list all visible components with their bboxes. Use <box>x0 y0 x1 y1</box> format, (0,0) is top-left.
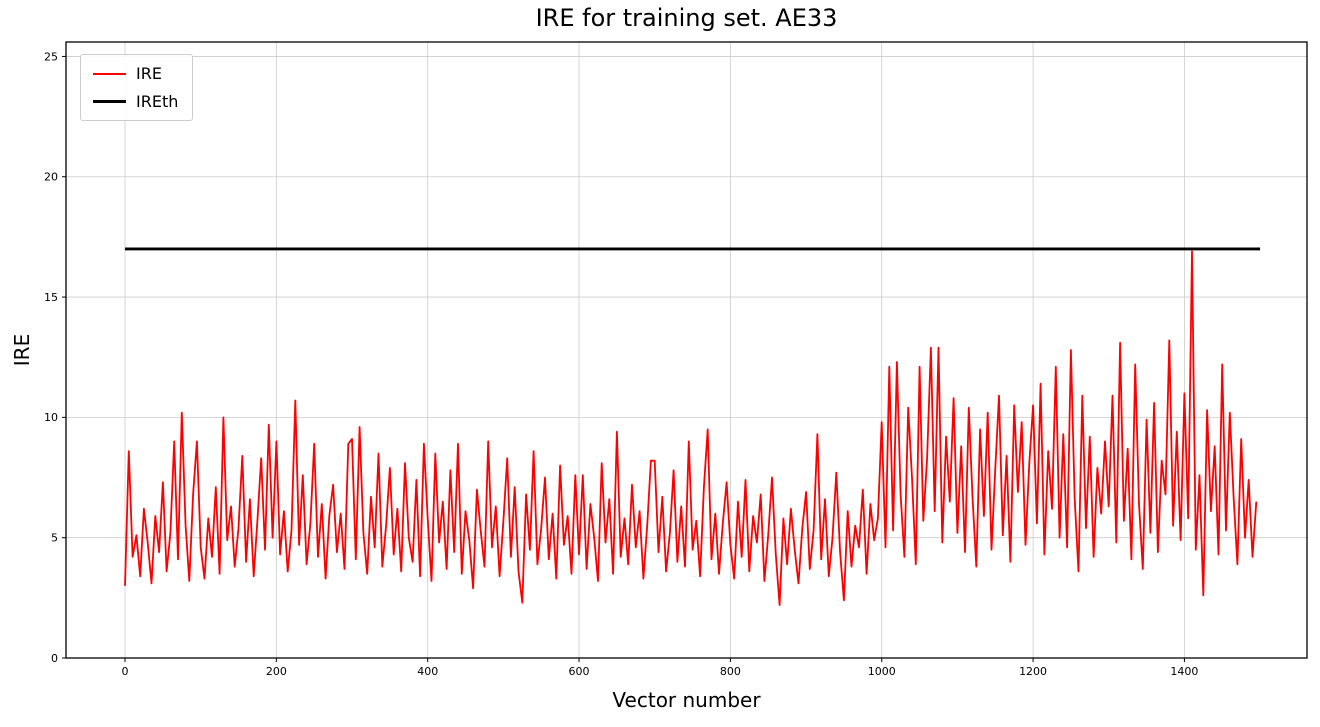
x-tick-label: 1000 <box>868 665 896 678</box>
plot-border <box>65 41 1308 659</box>
legend-item-ire: IRE <box>93 64 178 83</box>
x-tick-label: 800 <box>720 665 741 678</box>
grid <box>66 42 1307 659</box>
chart-title: IRE for training set. AE33 <box>535 4 838 32</box>
legend-label-ire: IRE <box>136 64 162 83</box>
x-tick-label: 400 <box>417 665 438 678</box>
x-tick-label: 0 <box>122 665 129 678</box>
x-tick-label: 600 <box>569 665 590 678</box>
x-tick-label: 200 <box>266 665 287 678</box>
y-tick-label: 25 <box>44 50 58 63</box>
legend-label-ireth: IREth <box>136 92 179 111</box>
y-tick-label: 0 <box>51 652 58 665</box>
legend-item-ireth: IREth <box>93 92 178 111</box>
x-axis-label: Vector number <box>612 688 761 712</box>
ire-series-line <box>124 250 1258 606</box>
y-tick-label: 10 <box>44 411 58 424</box>
x-tick-label: 1400 <box>1170 665 1198 678</box>
ire-line-swatch <box>93 72 126 75</box>
x-tick-label: 1200 <box>1019 665 1047 678</box>
y-tick-label: 20 <box>44 171 58 184</box>
legend: IRE IREth <box>80 54 194 121</box>
y-axis-label: IRE <box>10 333 34 367</box>
y-tick-label: 5 <box>51 532 58 545</box>
ireth-line-swatch <box>93 100 126 103</box>
y-tick-label: 15 <box>44 291 58 304</box>
axis-ticks: 0 200 400 600 800 1000 1200 1400 0 5 10 15 20 25 <box>44 50 1198 678</box>
